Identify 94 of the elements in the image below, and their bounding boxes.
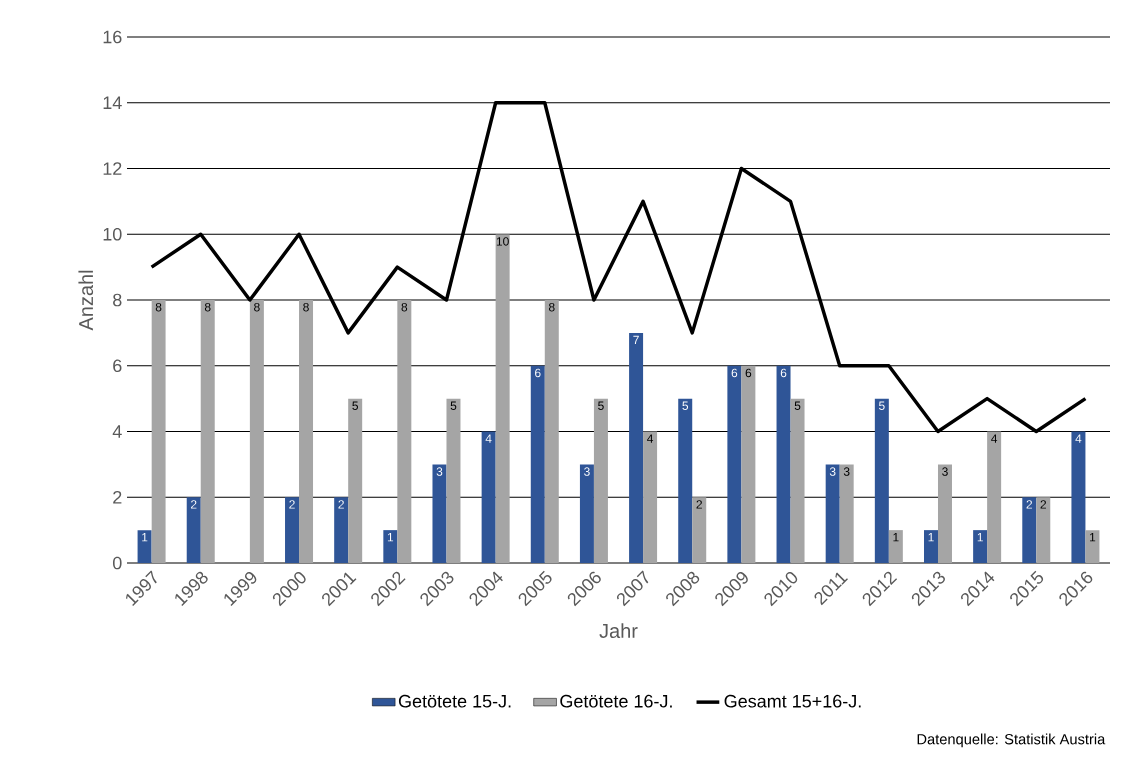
bar	[1071, 431, 1086, 563]
data-label: 2	[289, 500, 295, 509]
bar	[825, 464, 840, 563]
data-label: 1	[928, 533, 934, 542]
data-label: 4	[991, 434, 998, 443]
bar	[678, 398, 693, 563]
data-label: 2	[1040, 500, 1047, 509]
data-label: 1	[387, 533, 394, 542]
bar	[348, 398, 363, 563]
data-label: 8	[204, 302, 211, 312]
bar	[249, 300, 264, 563]
bar	[481, 431, 496, 563]
bar	[692, 497, 707, 563]
data-label: 3	[584, 467, 590, 476]
y-tick-label: 14	[103, 96, 122, 109]
y-axis-title: Anzahl	[78, 270, 94, 331]
data-label: 2	[1026, 500, 1033, 509]
bar	[888, 530, 903, 563]
bar	[790, 398, 805, 563]
data-label: 5	[794, 401, 801, 410]
bar	[593, 398, 608, 563]
y-tick-label: 10	[103, 227, 122, 241]
bar	[1022, 497, 1037, 563]
line-series	[149, 101, 1088, 434]
data-label: 3	[436, 467, 443, 476]
data-label: 10	[496, 237, 509, 246]
data-label: 3	[942, 467, 948, 476]
data-label: 5	[682, 401, 689, 410]
data-label: 1	[1090, 533, 1096, 542]
data-label: 5	[878, 401, 885, 410]
bar	[874, 398, 889, 563]
bar	[937, 464, 952, 563]
y-tick-label: 12	[103, 162, 122, 175]
data-label: 6	[780, 368, 787, 378]
bar	[839, 464, 854, 563]
data-label: 2	[696, 500, 702, 509]
y-tick-label: 16	[103, 30, 122, 44]
bar	[285, 497, 300, 563]
data-label: 8	[548, 302, 555, 312]
data-label: 8	[303, 302, 309, 312]
data-label: 7	[633, 335, 639, 345]
bar	[987, 431, 1002, 563]
legend-label: Getötete 15-J.	[398, 694, 511, 708]
data-label: 4	[485, 434, 492, 443]
data-label: 1	[142, 533, 148, 542]
bar	[334, 497, 349, 563]
data-label: 1	[977, 533, 983, 542]
x-axis-title: Jahr	[599, 623, 638, 638]
bar	[383, 530, 398, 563]
bar	[1036, 497, 1051, 563]
y-tick-label: 8	[113, 293, 122, 307]
bar	[776, 365, 791, 563]
data-label: 8	[401, 302, 408, 312]
bar	[446, 398, 461, 563]
y-tick-label: 6	[113, 359, 122, 373]
y-tick-label: 0	[112, 556, 122, 570]
bar	[530, 365, 545, 563]
legend-label: Gesamt 15+16-J.	[724, 694, 861, 708]
data-label: 3	[843, 467, 850, 476]
bar	[727, 365, 742, 563]
y-tick-label: 2	[113, 490, 122, 504]
bar	[137, 530, 152, 563]
bar	[643, 431, 658, 563]
text: Datenquelle: Statistik Austria	[917, 733, 1106, 748]
bar	[629, 332, 644, 563]
bar	[544, 300, 559, 563]
data-label: 1	[893, 533, 899, 542]
bar	[579, 464, 594, 563]
data-label: 4	[1075, 434, 1082, 443]
bar	[186, 497, 201, 563]
bar	[495, 234, 510, 563]
bar	[741, 365, 756, 563]
data-label: 2	[338, 500, 344, 509]
data-label: 6	[731, 368, 738, 378]
data-label: 6	[535, 368, 541, 378]
y-tick-label: 4	[112, 425, 122, 438]
bar	[1085, 530, 1100, 563]
bar	[200, 300, 215, 563]
data-label: 8	[155, 302, 162, 312]
bar	[397, 300, 412, 563]
bar	[973, 530, 988, 563]
data-label: 6	[745, 368, 752, 378]
data-label: 5	[598, 401, 604, 410]
data-label: 5	[352, 401, 359, 410]
bar	[432, 464, 447, 563]
bar	[151, 300, 166, 563]
data-label: 4	[647, 434, 654, 443]
bar	[299, 300, 314, 563]
data-label: 3	[829, 467, 836, 476]
data-label: 5	[450, 401, 457, 410]
legend-label: Getötete 16-J.	[560, 694, 672, 708]
data-label: 8	[254, 302, 260, 312]
data-label: 2	[191, 500, 197, 509]
bar	[923, 530, 938, 563]
